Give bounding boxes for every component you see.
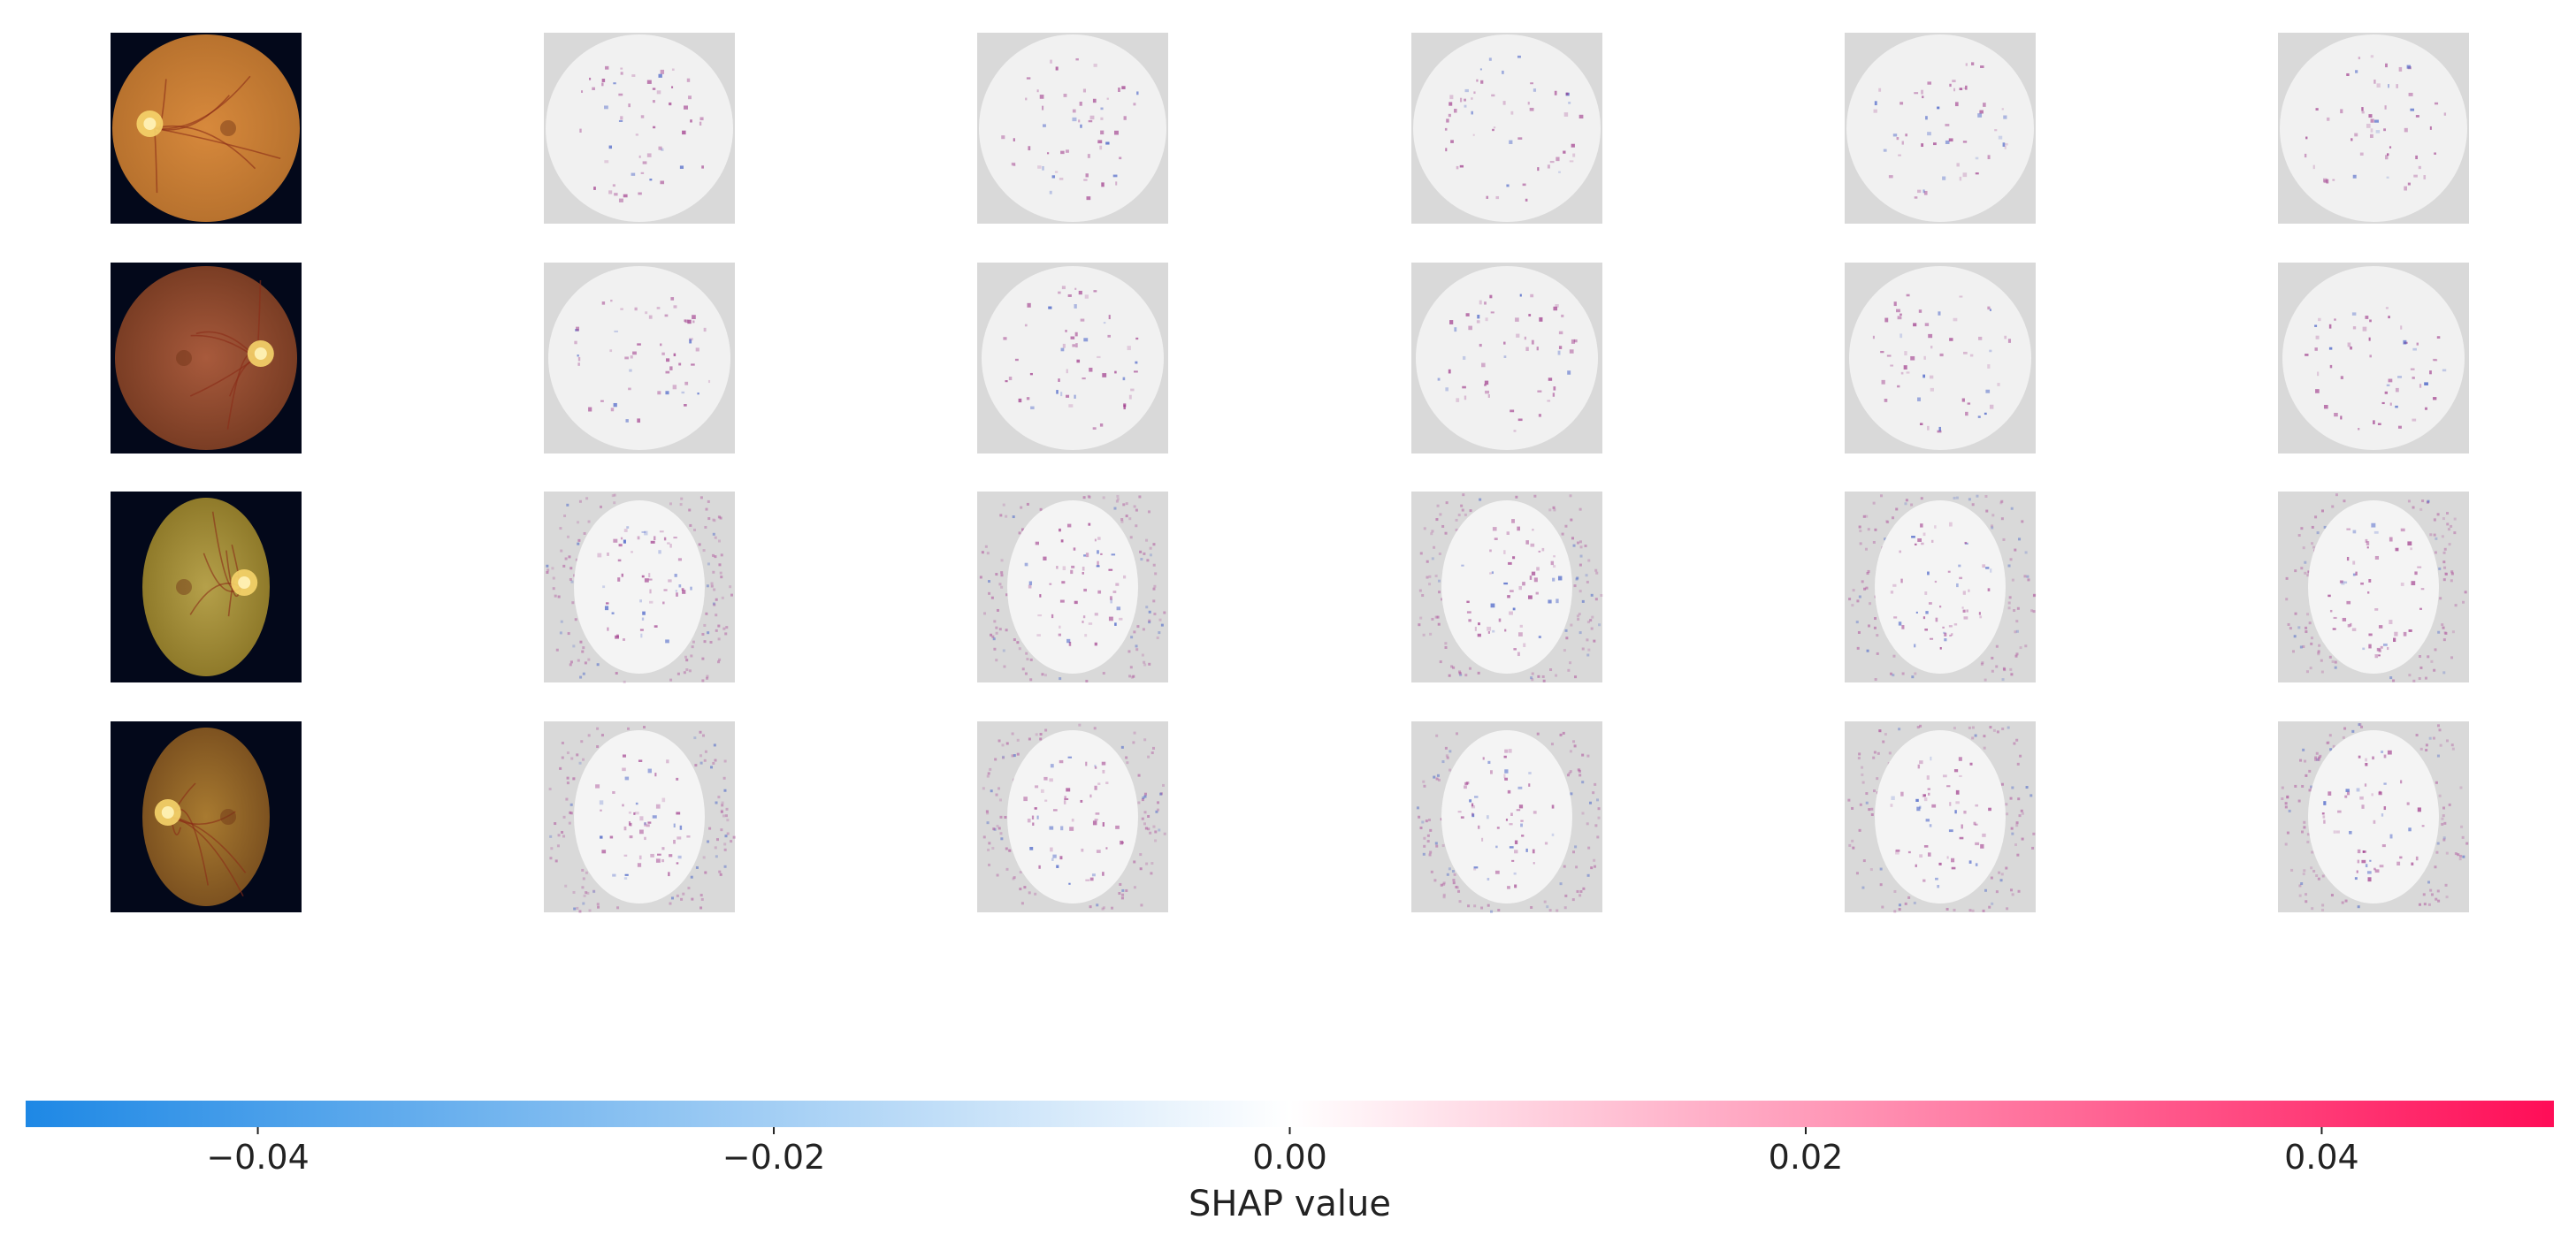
colorbar: −0.04 −0.02 0.00 0.02 0.04 SHAP value — [26, 1101, 2554, 1224]
colorbar-tick-label: 0.00 — [1252, 1138, 1327, 1177]
shap-attribution-map — [1411, 33, 1602, 224]
colorbar-tick-label: 0.02 — [1769, 1138, 1844, 1177]
shap-attribution-map — [1411, 263, 1602, 454]
shap-attribution-map — [544, 492, 735, 683]
image-grid — [111, 33, 2469, 913]
shap-attribution-map — [1845, 492, 2037, 682]
shap-attribution-map — [544, 721, 736, 913]
shap-attribution-map — [977, 492, 1168, 682]
shap-attribution-map — [2278, 263, 2469, 454]
colorbar-tick-label: −0.04 — [206, 1138, 309, 1177]
shap-attribution-map — [544, 263, 735, 454]
shap-attribution-map — [1411, 721, 1602, 913]
shap-attribution-map — [977, 33, 1168, 224]
fundus-image — [111, 263, 302, 454]
shap-attribution-map — [1845, 33, 2036, 224]
shap-attribution-map — [544, 33, 735, 224]
fundus-image — [111, 492, 302, 682]
colorbar-gradient — [26, 1101, 2554, 1127]
shap-attribution-map — [2278, 721, 2469, 912]
shap-attribution-map — [1845, 263, 2036, 454]
shap-attribution-map — [977, 263, 1168, 454]
colorbar-tick-label: −0.02 — [722, 1138, 825, 1177]
shap-attribution-map — [1411, 492, 1603, 682]
colorbar-ticks: −0.04 −0.02 0.00 0.02 0.04 — [206, 1127, 2359, 1177]
fundus-image — [111, 721, 302, 912]
shap-attribution-map — [2278, 33, 2469, 224]
colorbar-label: SHAP value — [1189, 1184, 1391, 1224]
shap-attribution-map — [2278, 492, 2469, 682]
shap-attribution-map — [1845, 721, 2036, 913]
colorbar-tick-label: 0.04 — [2284, 1138, 2359, 1177]
fundus-image — [111, 33, 302, 224]
shap-attribution-map — [977, 721, 1168, 912]
